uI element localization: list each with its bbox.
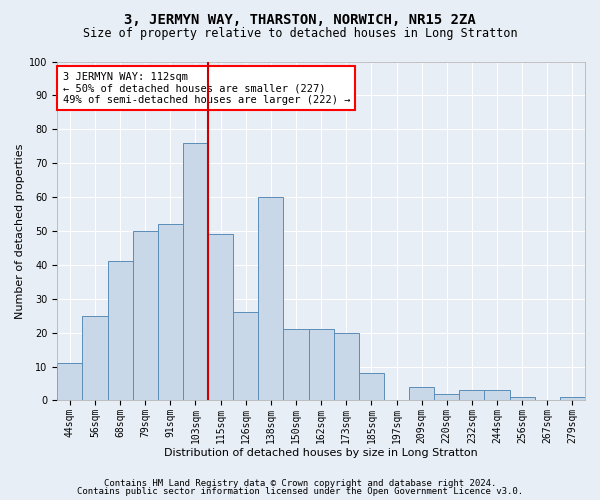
Bar bbox=[283, 330, 308, 400]
Y-axis label: Number of detached properties: Number of detached properties bbox=[15, 144, 25, 318]
Text: 3 JERMYN WAY: 112sqm
← 50% of detached houses are smaller (227)
49% of semi-deta: 3 JERMYN WAY: 112sqm ← 50% of detached h… bbox=[62, 72, 350, 105]
Bar bbox=[82, 316, 107, 400]
Bar bbox=[208, 234, 233, 400]
X-axis label: Distribution of detached houses by size in Long Stratton: Distribution of detached houses by size … bbox=[164, 448, 478, 458]
Bar bbox=[334, 332, 359, 400]
Bar bbox=[158, 224, 183, 400]
Bar bbox=[460, 390, 484, 400]
Bar bbox=[233, 312, 259, 400]
Bar bbox=[434, 394, 460, 400]
Bar bbox=[484, 390, 509, 400]
Bar bbox=[57, 363, 82, 401]
Bar bbox=[560, 397, 585, 400]
Text: 3, JERMYN WAY, THARSTON, NORWICH, NR15 2ZA: 3, JERMYN WAY, THARSTON, NORWICH, NR15 2… bbox=[124, 12, 476, 26]
Bar bbox=[107, 262, 133, 400]
Text: Contains public sector information licensed under the Open Government Licence v3: Contains public sector information licen… bbox=[77, 487, 523, 496]
Bar bbox=[359, 374, 384, 400]
Text: Contains HM Land Registry data © Crown copyright and database right 2024.: Contains HM Land Registry data © Crown c… bbox=[104, 478, 496, 488]
Bar bbox=[409, 387, 434, 400]
Bar bbox=[509, 397, 535, 400]
Text: Size of property relative to detached houses in Long Stratton: Size of property relative to detached ho… bbox=[83, 28, 517, 40]
Bar bbox=[183, 143, 208, 401]
Bar bbox=[259, 197, 283, 400]
Bar bbox=[308, 330, 334, 400]
Bar bbox=[133, 231, 158, 400]
